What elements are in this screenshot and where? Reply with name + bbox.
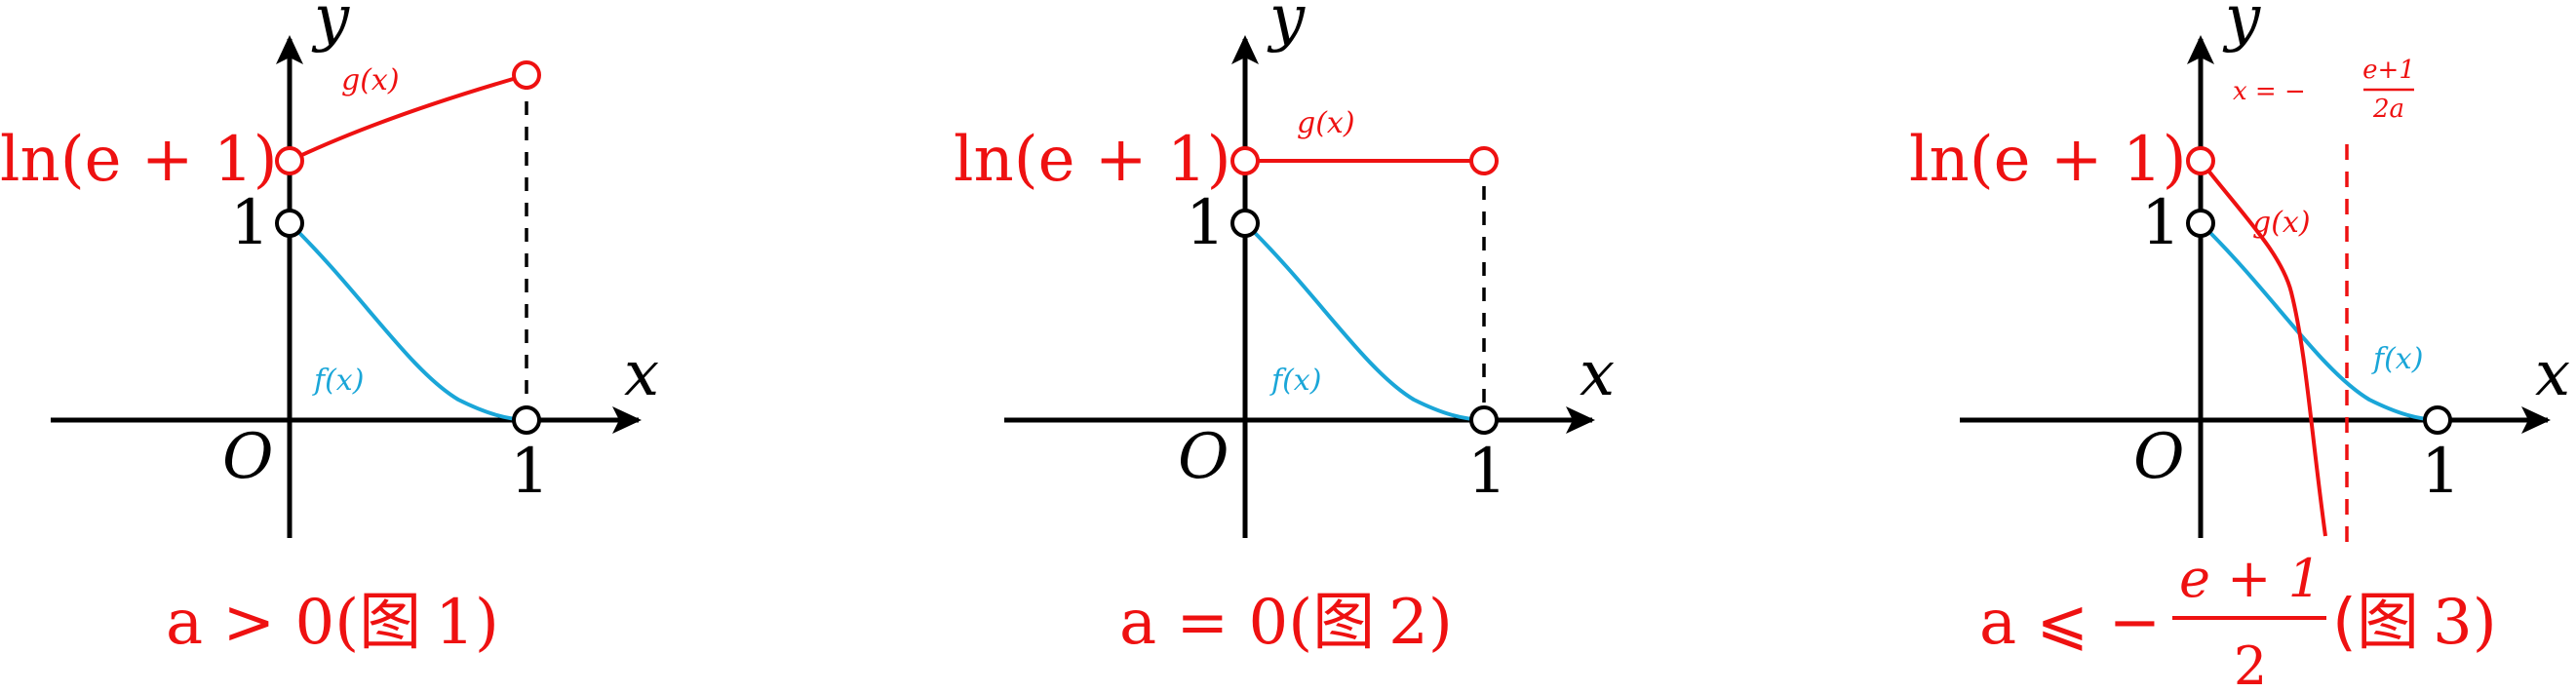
ln-label: ln(e + 1) bbox=[954, 124, 1231, 196]
axis-label-x: x bbox=[2535, 338, 2570, 410]
open-point-g-end bbox=[512, 60, 541, 90]
caption-num: 2) bbox=[1388, 587, 1453, 659]
caption-num: 1) bbox=[435, 587, 499, 659]
axis-label-y: y bbox=[1267, 0, 1306, 55]
open-point-g-start bbox=[275, 146, 304, 175]
caption-cn: (图 bbox=[2332, 587, 2419, 659]
f-label: f(x) bbox=[1269, 364, 1321, 398]
open-point-f-start bbox=[1230, 209, 1260, 238]
open-point-f-end bbox=[512, 405, 541, 435]
caption: a > 0(图 1) bbox=[166, 587, 499, 659]
asymptote-label: x = − e+1 2a bbox=[2233, 56, 2415, 124]
axis-label-x: x bbox=[1580, 338, 1615, 410]
axis-label-y: y bbox=[2222, 0, 2261, 55]
panel-1: y x O 1 1 ln(e + 1) g(x) f(x) a > 0(图 1) bbox=[0, 0, 659, 659]
origin-label: O bbox=[1178, 421, 1229, 493]
svg-text:a = 0(图2): a = 0(图 2) bbox=[1119, 587, 1453, 659]
y-tick-label: 1 bbox=[2141, 187, 2181, 259]
g-label: g(x) bbox=[341, 63, 400, 97]
caption-frac-num: e + 1 bbox=[2179, 548, 2322, 609]
ln-label: ln(e + 1) bbox=[1909, 124, 2187, 196]
caption: a ⩽ − e + 1 2 (图 3) bbox=[1979, 548, 2497, 692]
asymptote-label-prefix: x = − bbox=[2233, 77, 2306, 106]
caption-num: 3) bbox=[2433, 587, 2497, 659]
y-tick-label: 1 bbox=[230, 187, 270, 259]
x-axis-arrow-icon bbox=[1566, 406, 1595, 434]
f-label: f(x) bbox=[312, 364, 364, 398]
x-tick-label: 1 bbox=[1467, 436, 1507, 508]
g-curve bbox=[2199, 159, 2327, 537]
open-point-f-start bbox=[275, 209, 304, 238]
panel-3: y x O 1 1 ln(e + 1) g(x) f(x) x = − e+1 … bbox=[1909, 0, 2570, 692]
x-tick-label: 1 bbox=[510, 436, 550, 508]
origin-label: O bbox=[222, 421, 273, 493]
svg-text:(图3): (图 3) bbox=[2332, 587, 2497, 659]
caption-prefix: a = 0( bbox=[1119, 587, 1312, 659]
svg-text:a > 0(图1): a > 0(图 1) bbox=[166, 587, 499, 659]
f-curve bbox=[1243, 221, 1485, 422]
open-point-g-start bbox=[1230, 146, 1260, 175]
origin-label: O bbox=[2133, 421, 2184, 493]
caption-cn: 图 bbox=[359, 587, 421, 659]
caption: a = 0(图 2) bbox=[1119, 587, 1453, 659]
open-point-f-start bbox=[2186, 209, 2215, 238]
y-tick-label: 1 bbox=[1186, 187, 1226, 259]
f-label: f(x) bbox=[2371, 342, 2423, 376]
open-point-g-start bbox=[2186, 146, 2215, 175]
caption-frac-den: 2 bbox=[2234, 635, 2267, 692]
axis-label-y: y bbox=[311, 0, 350, 55]
y-axis-arrow-icon bbox=[276, 35, 303, 64]
caption-prefix: a ⩽ − bbox=[1979, 587, 2161, 659]
x-axis-arrow-icon bbox=[612, 406, 642, 434]
f-curve bbox=[2199, 221, 2439, 422]
asymptote-label-num: e+1 bbox=[2362, 56, 2415, 85]
f-curve bbox=[288, 221, 527, 422]
axis-label-x: x bbox=[624, 338, 659, 410]
x-axis-arrow-icon bbox=[2521, 406, 2551, 434]
g-curve bbox=[289, 73, 527, 163]
g-label: g(x) bbox=[2252, 206, 2311, 240]
open-point-f-end bbox=[1469, 405, 1499, 435]
panel-2: y x O 1 1 ln(e + 1) g(x) f(x) a = 0(图 2) bbox=[954, 0, 1615, 659]
y-axis-arrow-icon bbox=[1231, 35, 1259, 64]
caption-prefix: a > 0( bbox=[166, 587, 359, 659]
open-point-f-end bbox=[2423, 405, 2452, 435]
x-tick-label: 1 bbox=[2421, 436, 2461, 508]
open-point-g-end bbox=[1469, 146, 1499, 175]
caption-cn: 图 bbox=[1312, 587, 1375, 659]
ln-label: ln(e + 1) bbox=[0, 124, 278, 196]
g-label: g(x) bbox=[1297, 106, 1355, 140]
asymptote-label-den: 2a bbox=[2372, 95, 2404, 124]
y-axis-arrow-icon bbox=[2187, 35, 2214, 64]
